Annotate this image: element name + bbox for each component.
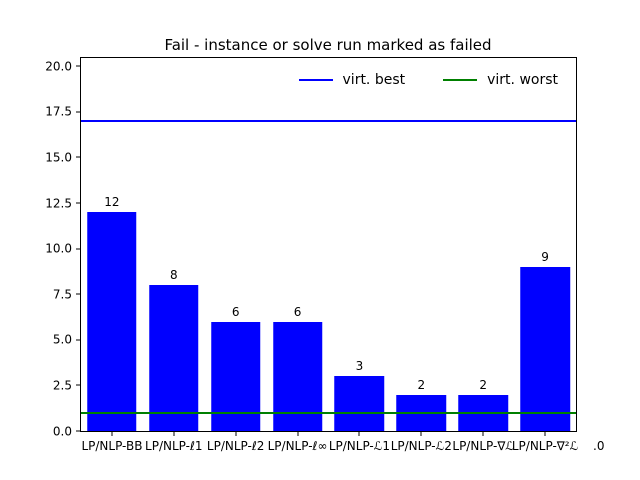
- virt-best-line-sample-icon: [298, 78, 333, 82]
- virt-worst-line: [81, 411, 576, 414]
- x-tick-label: LP/NLP-ℓ∞: [267, 439, 328, 453]
- bar-value-label: 9: [541, 249, 549, 264]
- x-tick: [111, 431, 113, 436]
- y-tick-label: 2.5: [52, 378, 72, 393]
- bar-value-label: 12: [104, 195, 120, 210]
- x-tick-label: LP/NLP-ℓ1: [145, 439, 203, 453]
- bar: 6: [272, 305, 323, 431]
- x-tick-label: LP/NLP-ℓ2: [206, 439, 265, 453]
- bar-value-label: 3: [355, 359, 364, 374]
- x-tick: [235, 431, 237, 436]
- y-tick-label: 17.5: [45, 104, 72, 119]
- y-tick: 10.0: [45, 242, 81, 256]
- y-tick: 2.5: [53, 378, 81, 392]
- y-tick: 5.0: [53, 333, 81, 347]
- legend: virt. best virt. worst: [291, 68, 566, 92]
- y-tick: 17.5: [45, 105, 81, 119]
- bar-value-label: 8: [169, 268, 178, 283]
- y-tick-label: 10.0: [45, 241, 72, 256]
- y-tick-label: 15.0: [45, 150, 72, 165]
- x-tick-label: LP/NLP-ℒ2: [390, 439, 452, 453]
- x-tick: [173, 431, 175, 436]
- bar-value-label: 6: [293, 304, 302, 319]
- x-tick: [544, 431, 546, 436]
- legend-label: virt. best: [342, 72, 406, 88]
- y-tick: 12.5: [45, 196, 81, 210]
- y-tick-label: 5.0: [52, 332, 72, 347]
- y-tick: 20.0: [45, 59, 81, 73]
- bar-value-label: 2: [417, 377, 426, 392]
- x-tick: [358, 431, 360, 436]
- bar-value-label: 2: [479, 377, 488, 392]
- bar-value-label: 6: [231, 304, 240, 319]
- x-tick-label: LP/NLP-∇²ℒ: [511, 439, 579, 453]
- bar: 6: [210, 305, 261, 431]
- bar: 8: [149, 268, 199, 431]
- legend-item-virt-worst: virt. worst: [443, 72, 558, 88]
- virt-best-line: [81, 119, 576, 122]
- legend-item-virt-best: virt. best: [298, 72, 406, 88]
- legend-label: virt. worst: [487, 72, 558, 88]
- bar: 12: [87, 195, 137, 431]
- y-tick-label: 20.0: [45, 59, 72, 74]
- y-tick: 7.5: [53, 287, 81, 301]
- plot-area: 0.0 2.5 5.0 7.5 10.0 12.5 15.0 17.5 20.0…: [45, 57, 604, 453]
- bar: 9: [520, 250, 570, 431]
- y-tick-label: 7.5: [52, 287, 72, 302]
- y-tick-label: 12.5: [45, 196, 72, 211]
- bar: 3: [334, 359, 385, 431]
- virt-worst-line-sample-icon: [443, 78, 478, 82]
- x-tick-label: LP/NLP-ℒ1: [328, 439, 391, 453]
- y-tick: 15.0: [45, 150, 81, 164]
- x-tick: [420, 431, 422, 436]
- y-tick-label: 0.0: [52, 424, 72, 438]
- chart-title: Fail - instance or solve run marked as f…: [164, 36, 492, 54]
- x-tick-label: LP/NLP-BB: [81, 439, 143, 453]
- x-axis-overflow-text: .0: [593, 439, 605, 453]
- x-tick-label: LP/NLP-∇ℒ: [452, 439, 514, 453]
- x-tick: [482, 431, 484, 436]
- x-tick: [297, 431, 299, 436]
- y-tick: 0.0: [53, 424, 81, 438]
